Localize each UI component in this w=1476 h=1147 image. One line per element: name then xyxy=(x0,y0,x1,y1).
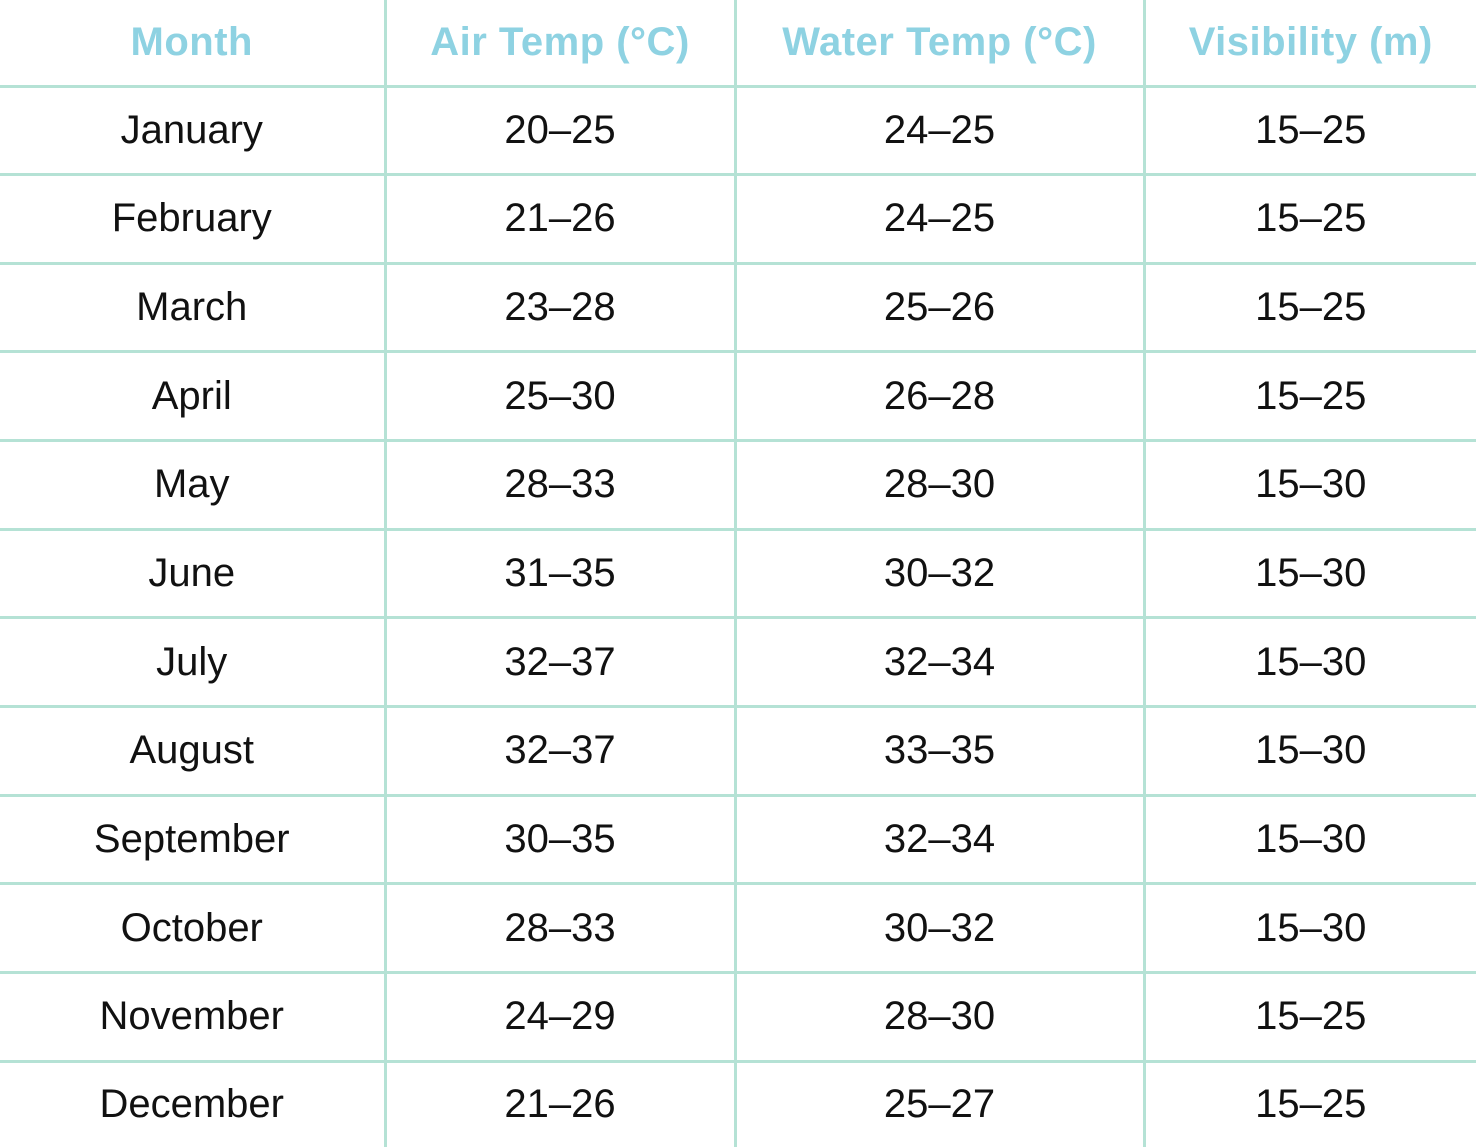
air-temp-cell: 32–37 xyxy=(383,704,737,797)
month-cell: October xyxy=(0,882,387,974)
month-cell: March xyxy=(0,261,387,354)
water-temp-cell: 25–27 xyxy=(733,1059,1146,1147)
visibility-cell: 15–30 xyxy=(1142,882,1476,974)
month-cell: September xyxy=(0,793,387,886)
water-temp-cell: 24–25 xyxy=(733,173,1146,265)
table-row: April 25–30 26–28 15–25 xyxy=(0,350,1476,443)
month-cell: January xyxy=(0,84,387,177)
water-temp-cell: 32–34 xyxy=(733,616,1146,708)
header-row: Month Air Temp (°C) Water Temp (°C) Visi… xyxy=(0,0,1476,88)
month-cell: July xyxy=(0,616,387,708)
air-temp-cell: 25–30 xyxy=(383,350,737,443)
month-cell: November xyxy=(0,970,387,1063)
visibility-cell: 15–25 xyxy=(1142,261,1476,354)
air-temp-cell: 32–37 xyxy=(383,616,737,708)
water-temp-cell: 28–30 xyxy=(733,439,1146,531)
water-temp-cell: 26–28 xyxy=(733,350,1146,443)
water-temp-cell: 25–26 xyxy=(733,261,1146,354)
visibility-cell: 15–30 xyxy=(1142,527,1476,620)
column-header-month: Month xyxy=(0,0,387,88)
water-temp-cell: 32–34 xyxy=(733,793,1146,886)
column-header-water-temp: Water Temp (°C) xyxy=(733,0,1146,88)
visibility-cell: 15–25 xyxy=(1142,84,1476,177)
visibility-cell: 15–30 xyxy=(1142,793,1476,886)
table-row: February 21–26 24–25 15–25 xyxy=(0,173,1476,265)
month-cell: February xyxy=(0,173,387,265)
water-temp-cell: 24–25 xyxy=(733,84,1146,177)
table-row: May 28–33 28–30 15–30 xyxy=(0,439,1476,531)
table-row: October 28–33 30–32 15–30 xyxy=(0,882,1476,974)
air-temp-cell: 21–26 xyxy=(383,1059,737,1147)
air-temp-cell: 31–35 xyxy=(383,527,737,620)
month-cell: December xyxy=(0,1059,387,1147)
month-cell: August xyxy=(0,704,387,797)
month-cell: May xyxy=(0,439,387,531)
air-temp-cell: 21–26 xyxy=(383,173,737,265)
table-row: December 21–26 25–27 15–25 xyxy=(0,1059,1476,1147)
visibility-cell: 15–30 xyxy=(1142,704,1476,797)
table-row: January 20–25 24–25 15–25 xyxy=(0,84,1476,177)
table-row: June 31–35 30–32 15–30 xyxy=(0,527,1476,620)
visibility-cell: 15–25 xyxy=(1142,970,1476,1063)
visibility-cell: 15–25 xyxy=(1142,350,1476,443)
water-temp-cell: 28–30 xyxy=(733,970,1146,1063)
table-row: July 32–37 32–34 15–30 xyxy=(0,616,1476,708)
air-temp-cell: 23–28 xyxy=(383,261,737,354)
table-row: March 23–28 25–26 15–25 xyxy=(0,261,1476,354)
visibility-cell: 15–25 xyxy=(1142,173,1476,265)
water-temp-cell: 30–32 xyxy=(733,882,1146,974)
month-cell: June xyxy=(0,527,387,620)
visibility-cell: 15–30 xyxy=(1142,439,1476,531)
table-row: September 30–35 32–34 15–30 xyxy=(0,793,1476,886)
water-temp-cell: 33–35 xyxy=(733,704,1146,797)
column-header-air-temp: Air Temp (°C) xyxy=(383,0,737,88)
air-temp-cell: 28–33 xyxy=(383,882,737,974)
air-temp-cell: 28–33 xyxy=(383,439,737,531)
air-temp-cell: 30–35 xyxy=(383,793,737,886)
air-temp-cell: 20–25 xyxy=(383,84,737,177)
water-temp-cell: 30–32 xyxy=(733,527,1146,620)
visibility-cell: 15–25 xyxy=(1142,1059,1476,1147)
air-temp-cell: 24–29 xyxy=(383,970,737,1063)
table-row: November 24–29 28–30 15–25 xyxy=(0,970,1476,1063)
table-row: August 32–37 33–35 15–30 xyxy=(0,704,1476,797)
month-cell: April xyxy=(0,350,387,443)
visibility-cell: 15–30 xyxy=(1142,616,1476,708)
column-header-visibility: Visibility (m) xyxy=(1142,0,1476,88)
